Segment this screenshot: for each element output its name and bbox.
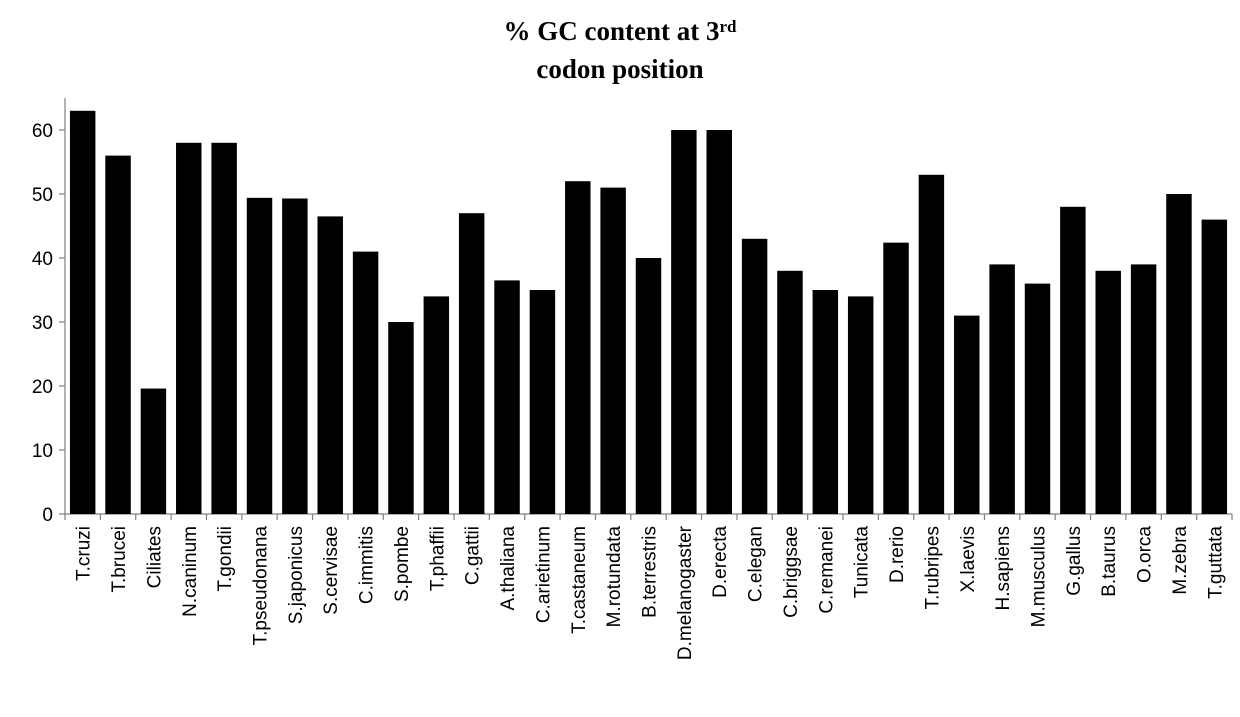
x-category-label: C.immitis bbox=[357, 526, 378, 604]
x-category-label: D.melanogaster bbox=[675, 525, 696, 660]
x-category-label: D.rerio bbox=[887, 526, 908, 583]
x-category-label: T.pseudonana bbox=[251, 526, 272, 646]
bar-h-sapiens bbox=[989, 264, 1015, 514]
bar-t-phaffii bbox=[423, 296, 450, 514]
bar-m-rotundata bbox=[600, 187, 626, 514]
x-category-label: C.gattii bbox=[463, 526, 484, 585]
y-tick-label: 50 bbox=[32, 185, 53, 206]
chart-title: % GC content at 3rd codon position bbox=[0, 12, 1240, 88]
x-category-label: T.guttata bbox=[1205, 526, 1226, 599]
bar-b-terrestris bbox=[635, 258, 662, 514]
x-category-label: D.erecta bbox=[710, 526, 731, 598]
bar-d-erecta bbox=[706, 130, 732, 514]
bar-d-melanogaster bbox=[671, 130, 697, 514]
bar-m-zebra bbox=[1166, 194, 1192, 514]
bar-t-rubripes bbox=[918, 174, 945, 515]
x-category-label: O.orca bbox=[1135, 526, 1156, 583]
y-tick-label: 30 bbox=[32, 313, 53, 334]
bar-x-laevis bbox=[954, 315, 980, 514]
chart-title-line2: codon position bbox=[536, 54, 704, 84]
x-category-label: A.thaliana bbox=[498, 526, 519, 611]
x-category-label: C.briggsae bbox=[781, 526, 802, 618]
x-category-label: T.phaffii bbox=[427, 526, 448, 591]
x-category-label: G.gallus bbox=[1064, 526, 1085, 596]
y-tick-label: 0 bbox=[42, 505, 53, 526]
bar-s-pombe bbox=[388, 322, 414, 514]
x-category-label: B.terrestris bbox=[640, 526, 661, 618]
y-tick-label: 20 bbox=[32, 377, 53, 398]
bar-c-remanei bbox=[812, 290, 839, 514]
bar-a-thaliana bbox=[494, 280, 520, 514]
bar-s-japonicus bbox=[282, 198, 308, 515]
bar-o-orca bbox=[1130, 264, 1157, 514]
bar-t-brucei bbox=[105, 155, 131, 514]
y-tick-label: 40 bbox=[32, 249, 53, 270]
bar-c-gattii bbox=[458, 213, 485, 514]
x-category-label: M.rotundata bbox=[604, 526, 625, 628]
x-category-label: Ciliates bbox=[144, 526, 165, 588]
x-category-label: C.arietinum bbox=[533, 526, 554, 623]
bar-m-musculus bbox=[1024, 283, 1051, 514]
x-category-label: N.caninum bbox=[180, 526, 201, 617]
bar-g-gallus bbox=[1060, 206, 1086, 515]
bar-t-gondii bbox=[211, 142, 237, 515]
bar-ciliates bbox=[140, 388, 167, 514]
x-category-label: X.laevis bbox=[958, 526, 979, 593]
bar-c-briggsae bbox=[777, 270, 803, 514]
x-category-label: T.brucei bbox=[109, 526, 130, 593]
bar-t-pseudonana bbox=[246, 197, 273, 514]
x-category-label: S.cervisae bbox=[321, 526, 342, 615]
x-category-label: S.pombe bbox=[392, 526, 413, 602]
bar-t-guttata bbox=[1201, 219, 1228, 514]
bar-tunicata bbox=[847, 296, 874, 514]
x-category-label: T.cruzi bbox=[74, 526, 95, 581]
bar-c-elegan bbox=[741, 238, 768, 515]
bar-t-cruzi bbox=[69, 110, 96, 515]
x-category-label: S.japonicus bbox=[286, 526, 307, 624]
y-tick-label: 10 bbox=[32, 441, 53, 462]
bar-s-cervisae bbox=[317, 216, 343, 514]
bar-n-caninum bbox=[176, 142, 202, 515]
bar-c-immitis bbox=[352, 251, 379, 514]
x-category-label: B.taurus bbox=[1099, 526, 1120, 597]
x-category-label: M.musculus bbox=[1029, 526, 1050, 627]
chart-title-main: % GC content at 3 bbox=[503, 16, 720, 46]
bar-c-arietinum bbox=[529, 290, 556, 514]
x-category-label: M.zebra bbox=[1170, 526, 1191, 595]
bar-t-castaneum bbox=[565, 181, 591, 514]
y-tick-label: 60 bbox=[32, 121, 53, 142]
x-category-label: C.elegan bbox=[746, 526, 767, 602]
x-category-label: T.gondii bbox=[215, 526, 236, 592]
x-category-label: H.sapiens bbox=[993, 526, 1014, 611]
x-category-label: Tunicata bbox=[852, 526, 873, 599]
x-category-label: T.rubripes bbox=[922, 526, 943, 609]
bar-b-taurus bbox=[1095, 270, 1121, 514]
x-category-label: T.castaneum bbox=[569, 526, 590, 634]
x-category-label: C.remanei bbox=[816, 526, 837, 614]
bar-d-rerio bbox=[883, 242, 909, 514]
chart-title-superscript: rd bbox=[719, 17, 737, 36]
